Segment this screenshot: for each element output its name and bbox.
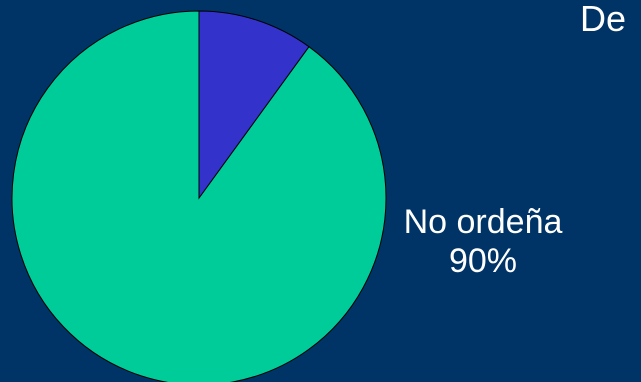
slice-label-name: No ordeña [403,203,563,241]
slice-label-no-ordena: No ordeña 90% [398,203,568,281]
pie-slice-1 [198,10,310,200]
slice-label-value: 90% [448,242,518,280]
slide-title: De [580,0,627,39]
